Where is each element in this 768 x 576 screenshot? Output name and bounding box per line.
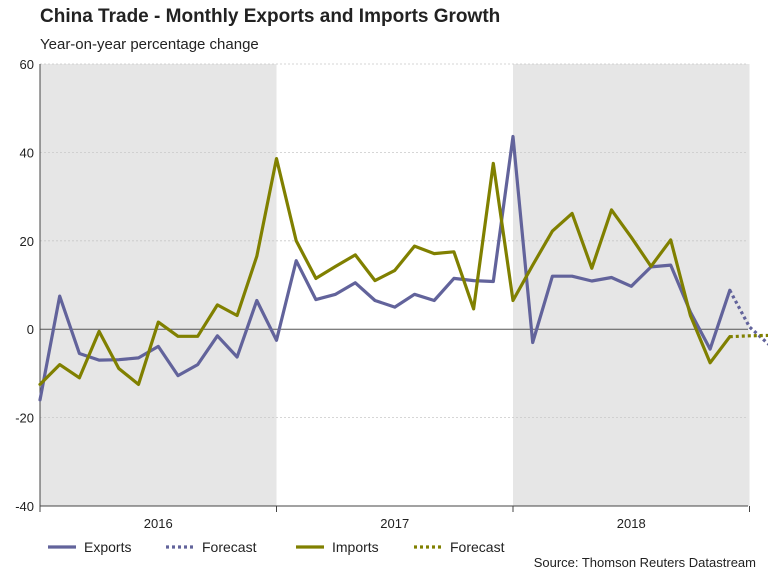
legend-label: Imports — [332, 539, 379, 555]
y-tick-label: 60 — [20, 57, 34, 72]
legend-label: Forecast — [202, 539, 257, 555]
year-shade-2016 — [40, 64, 277, 506]
x-tick-label: 2018 — [617, 516, 646, 531]
chart-title: China Trade - Monthly Exports and Import… — [40, 6, 501, 27]
source-note: Source: Thomson Reuters Datastream — [533, 555, 756, 570]
exports-line — [38, 134, 732, 402]
x-tick-label: 2017 — [380, 516, 409, 531]
legend-label: Exports — [84, 539, 131, 555]
y-tick-label: -40 — [15, 499, 34, 514]
y-tick-label: -20 — [15, 411, 34, 426]
y-tick-label: 0 — [27, 322, 34, 337]
imports-line — [38, 157, 732, 386]
x-tick-label: 2016 — [144, 516, 173, 531]
legend-label: Forecast — [450, 539, 505, 555]
exports-forecast-line — [728, 289, 768, 346]
imports-forecast-line — [729, 333, 768, 339]
chart-subtitle: Year-on-year percentage change — [40, 36, 259, 53]
y-tick-label: 20 — [20, 234, 34, 249]
y-tick-label: 40 — [20, 145, 34, 160]
